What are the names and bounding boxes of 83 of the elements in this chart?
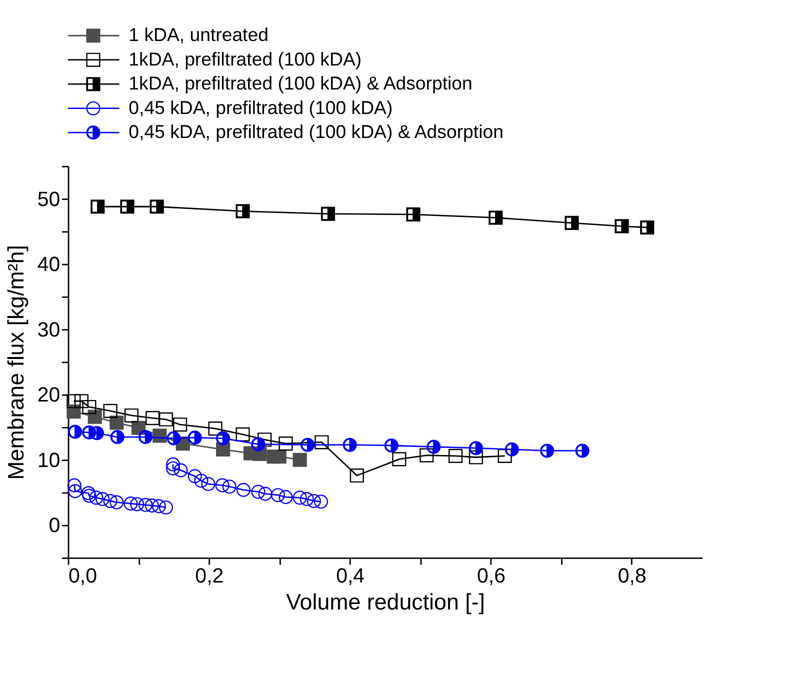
y-axis-title: Membrane flux [kg/m²h] [3,244,28,480]
point [110,416,124,430]
x-tick-label: 0,2 [195,564,224,588]
point [314,494,328,509]
point [392,452,406,466]
point [640,220,654,235]
point [272,450,286,464]
point [292,490,307,505]
point [90,200,105,214]
legend-label: 1kDA, prefiltrated (100 kDA) & Adsorption [128,72,472,94]
point [300,438,315,452]
point [173,418,188,432]
point [258,432,272,447]
point [120,200,134,214]
point [150,200,164,214]
point [194,474,208,488]
point [110,430,124,444]
point [166,457,180,472]
point [614,219,629,234]
x-tick-label: 0,6 [476,564,506,588]
point [468,450,483,464]
x-axis-title: Volume reduction [-] [286,590,485,615]
point [236,482,251,497]
point [540,444,554,458]
point [426,440,441,454]
y-tick-label: 10 [37,448,60,472]
point [270,488,286,502]
point [420,448,434,462]
point [188,469,202,484]
point [448,448,463,463]
point [146,411,160,426]
legend-label: 0,45 kDA, prefiltrated (100 kDA) [128,96,393,118]
x-tick-label: 0,8 [618,564,646,588]
point [201,476,216,492]
point [208,422,222,436]
point [74,394,88,408]
point [314,435,329,450]
point [342,438,357,452]
legend-label: 1kDA, prefiltrated (100 kDA) [128,48,362,70]
y-tick-label: 50 [37,188,60,211]
point [67,478,82,492]
point [468,441,483,456]
point [222,480,236,494]
point [278,490,293,504]
point [564,216,579,230]
legend-label: 1 kDA, untreated [128,24,268,46]
point [216,431,230,446]
point [174,463,188,478]
y-tick-label: 0 [48,514,60,538]
point [88,410,102,424]
point [166,431,181,446]
x-tick-label: 0,4 [336,564,365,588]
point [166,461,180,476]
point [103,404,118,418]
y-tick-label: 30 [37,318,60,342]
point [236,204,250,218]
point [575,444,590,458]
point [384,438,398,453]
point [300,492,314,506]
point [124,408,138,423]
point [215,478,230,492]
x-tick-label: 0,0 [68,564,98,588]
point [66,394,81,408]
point [251,484,266,499]
point [188,430,202,445]
point [236,427,250,442]
point [251,437,266,452]
point [504,442,519,456]
point [292,452,307,467]
point [498,448,512,463]
point [158,412,174,426]
point [350,468,364,483]
point [138,430,153,444]
point [68,424,82,439]
legend-label: 0,45 kDA, prefiltrated (100 kDA) & Adsorption [128,121,504,142]
point [258,486,272,501]
point [278,436,293,451]
point [82,400,96,414]
point [320,206,336,221]
y-tick-label: 40 [37,253,60,276]
y-tick-label: 20 [37,384,60,407]
point [406,207,420,222]
point [488,210,503,225]
